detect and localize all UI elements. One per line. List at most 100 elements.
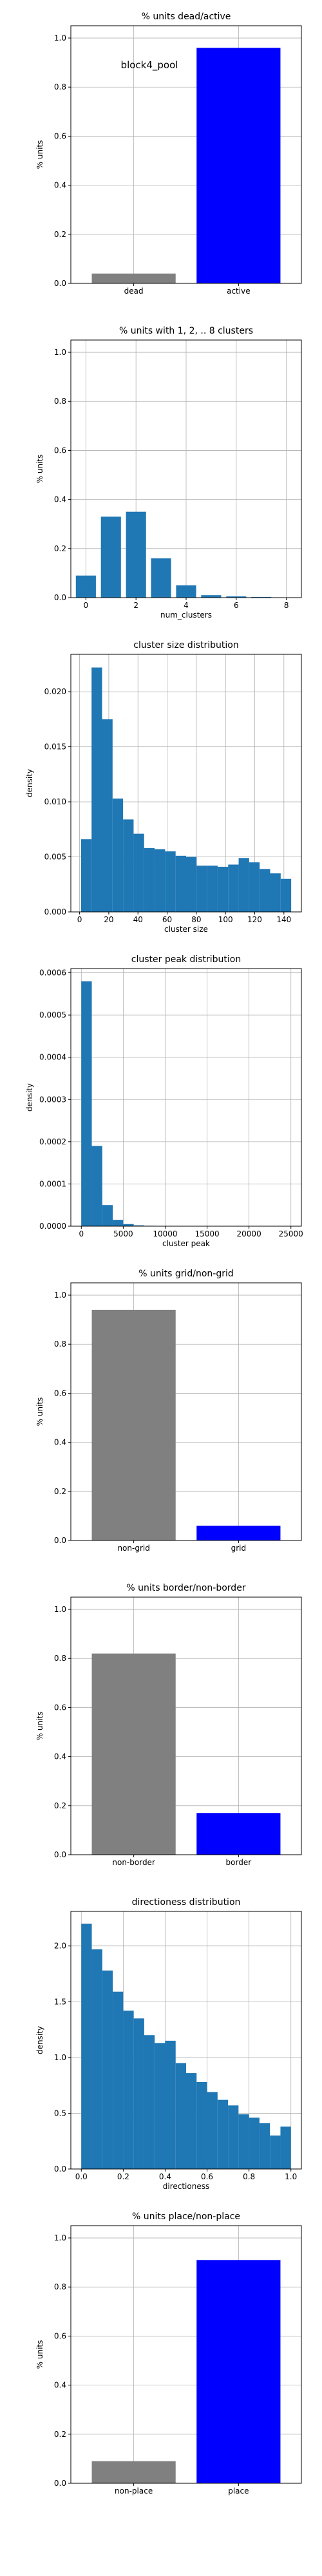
y-tick-label: 0.8 — [54, 82, 66, 91]
y-ticks: 0.0 0.2 0.4 0.6 0.8 1.0 — [54, 348, 71, 602]
y-tick-label: 1.0 — [54, 1291, 66, 1300]
figure-label: block4_pool — [121, 59, 178, 71]
bars — [91, 2260, 281, 2483]
bar-active — [196, 48, 281, 284]
y-axis-label: % units — [35, 140, 44, 169]
x-grid — [80, 969, 292, 1226]
y-tick-label: 0.6 — [54, 1703, 66, 1712]
y-tick-label: 0.0003 — [39, 1095, 66, 1104]
histogram-bar — [81, 981, 92, 1226]
x-ticks: dead active — [124, 283, 251, 296]
x-axis-label: cluster size — [164, 925, 208, 934]
y-tick-label: 0.8 — [54, 1654, 66, 1663]
x-tick-label: 6 — [234, 601, 239, 610]
bar-dead — [91, 273, 176, 283]
histogram-bar — [196, 866, 207, 912]
chart-title: % units grid/non-grid — [138, 1269, 234, 1279]
chart-3: 0 20 40 60 80 100 120 1400.0000.0050.0100.0150.… — [25, 640, 302, 934]
x-tick-label: 60 — [162, 915, 172, 924]
y-tick-label: 1.0 — [54, 2233, 66, 2242]
x-tick-label: non-grid — [117, 1544, 149, 1553]
bar — [151, 558, 171, 598]
histogram-bar — [207, 2092, 218, 2169]
chart-5: non-grid grid 0.0 0.2 0.4 0.6 0.8 1.0 % units gr… — [35, 1269, 302, 1553]
x-tick-label: 0.8 — [243, 2172, 255, 2181]
histogram-bar — [217, 2099, 229, 2169]
histogram-bar — [270, 873, 281, 912]
histogram-bar — [133, 2018, 144, 2169]
x-tick-label: 20000 — [237, 1229, 261, 1238]
histogram-bar — [113, 1220, 124, 1226]
x-ticks: non-grid grid — [117, 1540, 246, 1553]
histogram-bar — [123, 2011, 134, 2169]
histogram-bar — [165, 2040, 176, 2169]
chart-title: % units place/non-place — [132, 2211, 240, 2222]
histogram-bar — [280, 878, 292, 912]
bars — [91, 1653, 281, 1855]
histogram-bar — [102, 1970, 113, 2169]
x-tick-label: 25000 — [279, 1229, 303, 1238]
y-axis-label: % units — [35, 1397, 44, 1426]
y-tick-label: 0.4 — [54, 181, 66, 190]
y-tick-label: 0.005 — [44, 853, 66, 862]
x-tick-label: 0.4 — [159, 2172, 171, 2181]
y-axis-label: % units — [35, 455, 44, 484]
x-tick-label: 120 — [247, 915, 262, 924]
y-tick-label: 1.5 — [54, 1997, 66, 2006]
x-axis-label: cluster peak — [162, 1239, 210, 1248]
histogram-bar — [196, 2081, 207, 2169]
chart-2: 0 2 4 6 8 0.0 0.2 0.4 0.6 0.8 1.0 % units with 1, 2… — [35, 326, 302, 620]
x-tick-label: non-place — [115, 2486, 153, 2496]
y-tick-label: 1.0 — [54, 33, 66, 43]
histogram-bar — [133, 833, 144, 912]
bar-border — [196, 1813, 281, 1855]
histogram-bar — [228, 864, 239, 912]
x-tick-label: 1.0 — [285, 2172, 297, 2181]
x-tick-label: 8 — [284, 601, 289, 610]
bar-non-grid — [91, 1309, 176, 1540]
x-tick-label: dead — [124, 287, 144, 296]
y-tick-label: 0.0 — [54, 1850, 66, 1859]
x-tick-label: 2 — [133, 601, 138, 610]
y-tick-label: 0.0006 — [39, 969, 66, 978]
bar — [251, 596, 272, 598]
y-tick-label: 1.0 — [54, 2053, 66, 2062]
x-tick-label: active — [227, 287, 250, 296]
y-axis-label: density — [25, 769, 34, 797]
chart-4: 0 5000 10000 15000 20000 250000.00000.00010.0… — [25, 954, 303, 1248]
y-tick-label: 0.0001 — [39, 1179, 66, 1188]
plot-frame — [70, 2225, 302, 2484]
y-tick-label: 0.2 — [54, 544, 66, 553]
plot-frame — [70, 654, 302, 913]
y-ticks: 0.0 0.2 0.4 0.6 0.8 1.0 — [54, 1291, 71, 1545]
plot-frame — [70, 1596, 302, 1855]
histogram-bar — [165, 851, 176, 912]
x-tick-label: 20 — [104, 915, 113, 924]
chart-title: % units border/non-border — [126, 1583, 245, 1593]
x-grid — [85, 340, 287, 598]
bars — [91, 1309, 281, 1540]
x-tick-label: 0 — [77, 915, 82, 924]
y-tick-label: 0.4 — [54, 1438, 66, 1447]
y-ticks: 0.0 0.2 0.4 0.6 0.8 1.0 — [54, 33, 71, 288]
histogram-bar — [81, 1924, 92, 2169]
x-tick-label: 100 — [218, 915, 233, 924]
histogram-bar — [113, 1991, 124, 2169]
y-tick-label: 0.0 — [54, 2479, 66, 2488]
bar — [100, 516, 121, 598]
y-tick-label: 0.0005 — [39, 1010, 66, 1019]
x-tick-label: 140 — [276, 915, 291, 924]
x-tick-label: 5000 — [113, 1229, 133, 1238]
y-tick-label: 0.015 — [44, 743, 66, 752]
histogram-bar — [155, 2043, 166, 2169]
histogram-bar — [175, 2063, 186, 2169]
y-tick-label: 1.0 — [54, 348, 66, 357]
x-tick-label: place — [228, 2486, 249, 2496]
bars — [81, 981, 291, 1226]
y-tick-label: 0.2 — [54, 1487, 66, 1496]
histogram-bar — [280, 2126, 291, 2169]
histogram-bar — [123, 819, 134, 912]
histogram-bar — [238, 858, 249, 912]
y-axis-label: % units — [35, 2340, 44, 2369]
